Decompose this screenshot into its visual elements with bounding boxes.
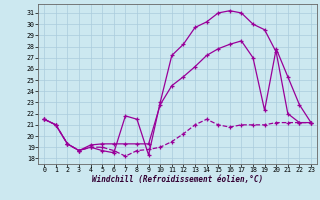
X-axis label: Windchill (Refroidissement éolien,°C): Windchill (Refroidissement éolien,°C) — [92, 175, 263, 184]
